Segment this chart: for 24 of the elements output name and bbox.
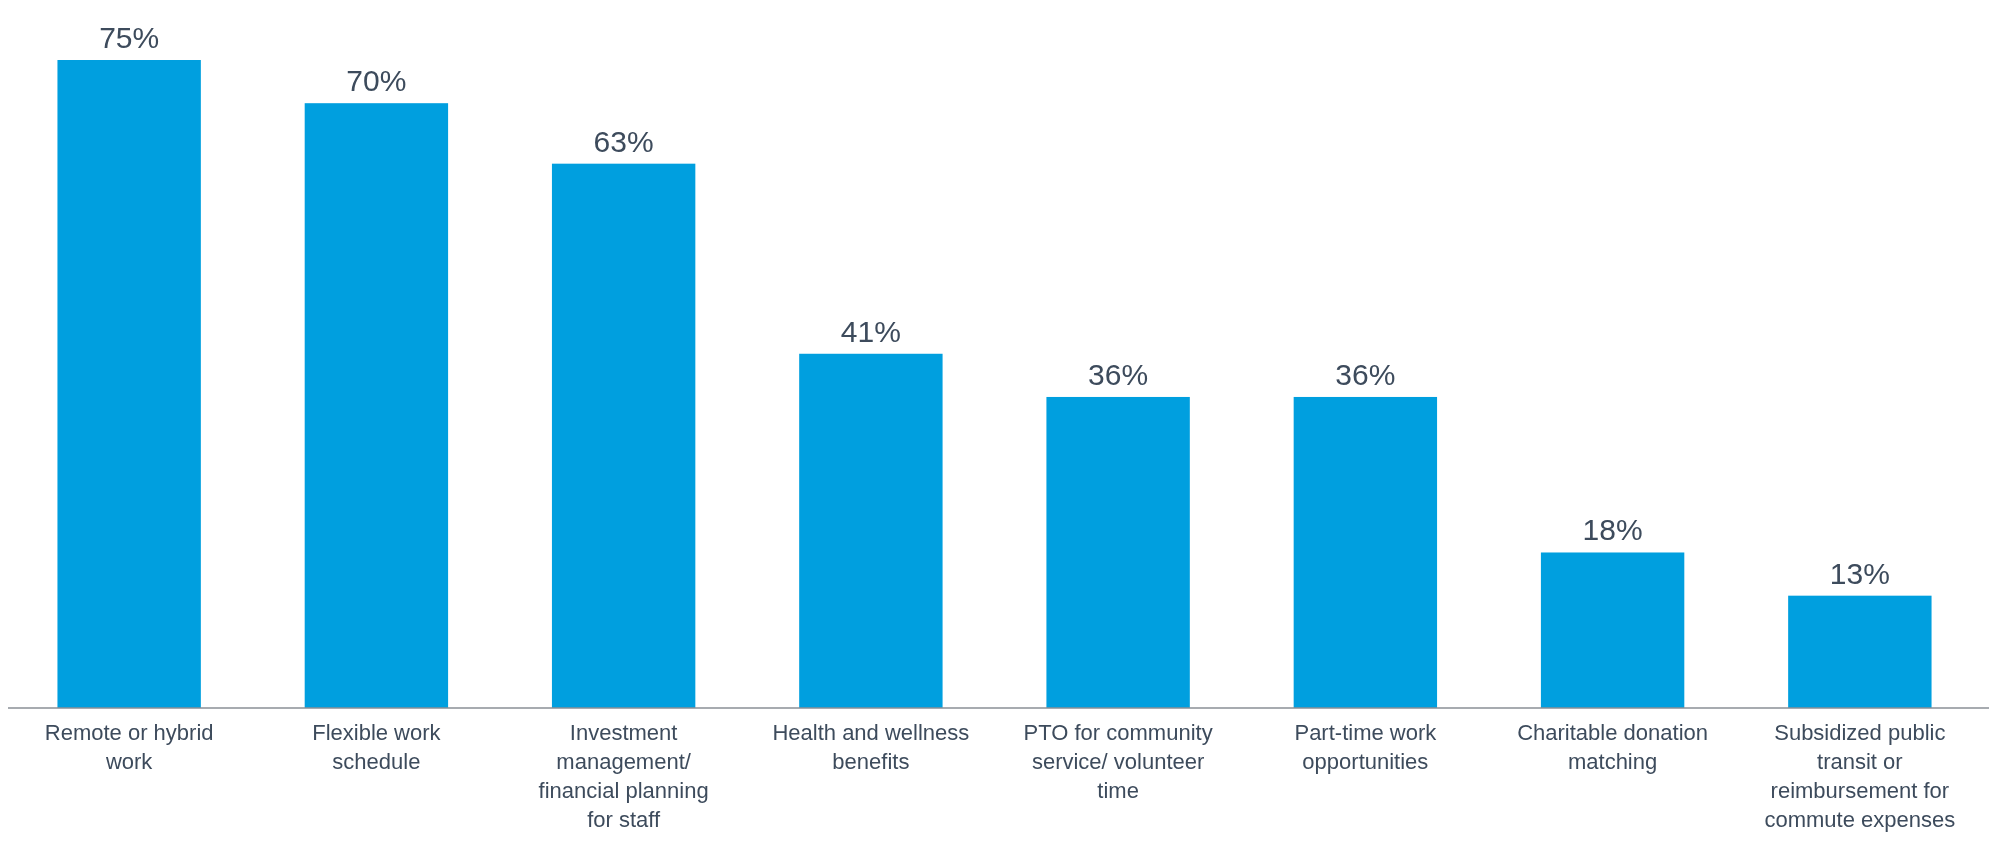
x-tick-label: Flexible work schedule [312, 720, 442, 774]
bar [799, 353, 943, 708]
bar [1788, 595, 1932, 708]
x-tick-label: Investment management/ financial planning for staff [538, 720, 709, 832]
data-label: 70% [346, 64, 407, 98]
data-label: 36% [1335, 357, 1396, 391]
x-tick-label: Part-time work opportunities [1294, 720, 1438, 774]
x-tick-label: Subsidized public transit or reimbursement for commute expenses [1764, 720, 1956, 832]
bar [1293, 396, 1438, 708]
data-label: 63% [593, 124, 654, 158]
data-label: 18% [1582, 513, 1643, 547]
bar [551, 163, 696, 708]
bar [304, 103, 449, 708]
data-label: 36% [1088, 357, 1149, 391]
x-tick-label: PTO for community service/ volunteer time [1023, 720, 1213, 803]
x-tick-label: Charitable donation matching [1517, 720, 1709, 774]
data-label: 41% [840, 314, 901, 348]
bar [1046, 396, 1190, 708]
bar [57, 60, 201, 708]
x-tick-label: Health and wellness benefits [772, 720, 970, 774]
data-label: 13% [1829, 556, 1890, 590]
data-label: 75% [99, 21, 160, 54]
x-tick-label: Remote or hybrid work [44, 720, 214, 774]
bar [1540, 552, 1685, 708]
